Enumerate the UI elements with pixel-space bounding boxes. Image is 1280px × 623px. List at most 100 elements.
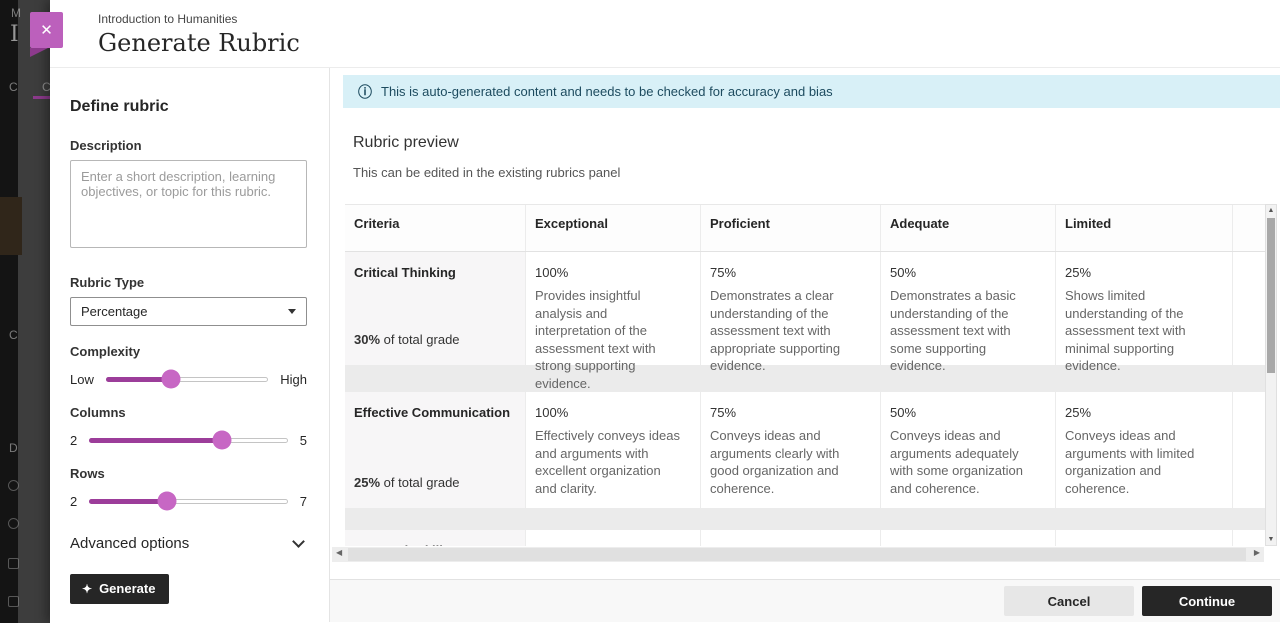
slider-fill bbox=[105, 376, 171, 382]
level-cell: 100% Effectively conveys ideas and argume… bbox=[525, 392, 700, 508]
level-description: Provides insightful analysis and interpr… bbox=[535, 288, 656, 391]
level-cell: 75% bbox=[700, 530, 880, 546]
slider-fill bbox=[89, 498, 166, 504]
slider-thumb[interactable] bbox=[161, 369, 181, 389]
slider-max-label: 7 bbox=[299, 493, 307, 509]
sparkle-icon: ✦ bbox=[82, 581, 93, 596]
cancel-button[interactable]: Cancel bbox=[1004, 586, 1134, 616]
person-icon bbox=[8, 480, 19, 491]
column-header-exceptional: Exceptional bbox=[525, 205, 700, 251]
background-tab-fragment: C bbox=[9, 80, 18, 94]
slider-track[interactable] bbox=[105, 369, 269, 389]
background-tab-fragment: C bbox=[42, 80, 51, 94]
rubric-type-select[interactable]: Percentage bbox=[70, 297, 307, 326]
level-percent: 25% bbox=[1065, 543, 1218, 546]
level-percent: 100% bbox=[535, 265, 569, 280]
scroll-up-icon[interactable]: ▲ bbox=[1267, 207, 1275, 214]
generate-button-label: Generate bbox=[99, 581, 156, 596]
overflow-cell bbox=[1232, 252, 1265, 365]
description-input[interactable] bbox=[70, 160, 307, 248]
level-percent: 100% bbox=[535, 543, 686, 546]
generate-button[interactable]: ✦ Generate bbox=[70, 574, 170, 604]
slider-min-label: Low bbox=[70, 371, 94, 387]
row-separator bbox=[345, 508, 1265, 530]
description-label: Description bbox=[70, 138, 142, 153]
preview-subtitle: This can be edited in the existing rubri… bbox=[353, 165, 621, 180]
level-description: Conveys ideas and arguments with limited… bbox=[1065, 428, 1195, 496]
background-text-fragment: M bbox=[11, 6, 21, 20]
slider-track[interactable] bbox=[89, 430, 288, 450]
level-cell: 50% Demonstrates a basic understanding of… bbox=[880, 252, 1055, 373]
advanced-options-toggle[interactable]: Advanced options bbox=[70, 535, 307, 552]
clock-icon bbox=[8, 518, 19, 529]
column-header-proficient: Proficient bbox=[700, 205, 880, 251]
level-percent: 25% bbox=[1065, 265, 1092, 280]
level-description: Conveys ideas and arguments clearly with… bbox=[710, 428, 840, 496]
level-percent: 50% bbox=[890, 405, 917, 420]
breadcrumb: Introduction to Humanities bbox=[98, 12, 238, 26]
rubric-preview-table: Criteria Exceptional Proficient Adequate… bbox=[345, 204, 1265, 546]
scroll-left-icon[interactable]: ◀ bbox=[336, 548, 343, 557]
level-percent: 50% bbox=[890, 543, 1041, 546]
criterion-weight: 25% of total grade bbox=[354, 475, 511, 490]
table-row: Effective Communication 25% of total gra… bbox=[345, 392, 1265, 508]
generate-rubric-dialog: ✕ Introduction to Humanities Generate Ru… bbox=[30, 0, 1280, 623]
rubric-type-label: Rubric Type bbox=[70, 275, 145, 290]
level-percent: 50% bbox=[890, 265, 917, 280]
preview-title: Rubric preview bbox=[353, 134, 459, 151]
background-text-fragment: C bbox=[9, 328, 18, 342]
column-header-adequate: Adequate bbox=[880, 205, 1055, 251]
level-percent: 100% bbox=[535, 405, 569, 420]
level-description: Demonstrates a basic understanding of th… bbox=[890, 288, 1016, 374]
vertical-scrollbar-thumb[interactable] bbox=[1267, 218, 1275, 373]
background-course-image bbox=[0, 197, 22, 255]
vertical-scrollbar[interactable]: ▲ ▼ bbox=[1265, 204, 1277, 546]
columns-slider: 2 5 bbox=[70, 430, 307, 450]
table-header-row: Criteria Exceptional Proficient Adequate… bbox=[345, 205, 1265, 252]
weight-value: 25% bbox=[354, 475, 381, 490]
row-separator bbox=[345, 365, 1265, 392]
criterion-name: Critical Thinking bbox=[354, 265, 456, 280]
level-cell: 50% bbox=[880, 530, 1055, 546]
overflow-cell bbox=[1232, 530, 1265, 546]
slider-min-label: 2 bbox=[70, 432, 78, 448]
level-description: Effectively conveys ideas and arguments … bbox=[535, 428, 680, 496]
scroll-down-icon[interactable]: ▼ bbox=[1267, 536, 1275, 543]
ai-warning-text: This is auto-generated content and needs… bbox=[381, 84, 833, 99]
level-percent: 75% bbox=[710, 405, 737, 420]
rows-slider: 2 7 bbox=[70, 491, 307, 511]
complexity-label: Complexity bbox=[70, 344, 141, 359]
close-icon: ✕ bbox=[40, 22, 53, 39]
continue-button[interactable]: Continue bbox=[1142, 586, 1272, 616]
slider-thumb[interactable] bbox=[157, 491, 177, 511]
ai-warning-banner: ⓘ This is auto-generated content and nee… bbox=[343, 75, 1280, 108]
level-cell: 100% bbox=[525, 530, 700, 546]
slider-track[interactable] bbox=[89, 491, 288, 511]
level-cell: 25% Conveys ideas and arguments with limi… bbox=[1055, 392, 1232, 508]
column-header-criteria: Criteria bbox=[354, 215, 400, 231]
advanced-options-label: Advanced options bbox=[70, 535, 190, 552]
level-description: Shows limited understanding of the asses… bbox=[1065, 288, 1186, 374]
level-description: Conveys ideas and arguments adequately w… bbox=[890, 428, 1023, 496]
dialog-header: Introduction to Humanities Generate Rubr… bbox=[50, 0, 1280, 68]
columns-label: Columns bbox=[70, 405, 126, 420]
level-cell: 75% Demonstrates a clear understanding of… bbox=[700, 252, 880, 373]
complexity-slider: Low High bbox=[70, 369, 307, 389]
info-icon: ⓘ bbox=[358, 83, 372, 100]
level-percent: 75% bbox=[710, 543, 866, 546]
define-rubric-heading: Define rubric bbox=[70, 98, 169, 115]
background-course-title-fragment: I bbox=[10, 22, 19, 47]
define-rubric-panel: Define rubric Description Rubric Type Pe… bbox=[50, 68, 330, 622]
horizontal-scrollbar[interactable]: ◀ ▶ bbox=[332, 547, 1264, 562]
horizontal-scrollbar-thumb[interactable] bbox=[348, 548, 1246, 561]
column-header-overflow bbox=[1232, 205, 1265, 251]
chevron-down-icon bbox=[292, 535, 305, 548]
level-cell: 25% bbox=[1055, 530, 1232, 546]
scroll-right-icon[interactable]: ▶ bbox=[1253, 548, 1260, 557]
slider-thumb[interactable] bbox=[212, 430, 232, 450]
background-text-fragment: D bbox=[9, 441, 18, 455]
criterion-weight: 30% of total grade bbox=[354, 332, 511, 347]
rows-label: Rows bbox=[70, 466, 105, 481]
close-button[interactable]: ✕ bbox=[30, 12, 63, 48]
dimmed-background-page: M I C C C D bbox=[0, 0, 51, 623]
